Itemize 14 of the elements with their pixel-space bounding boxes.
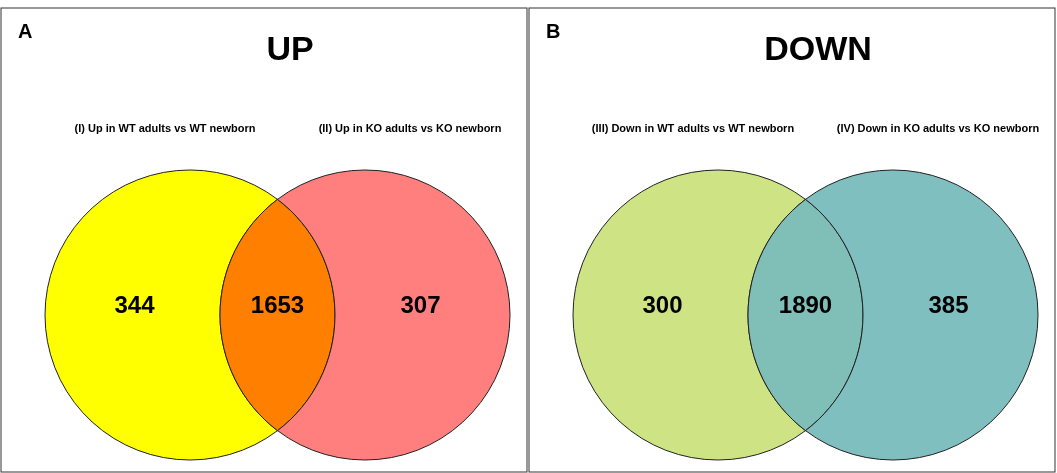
data-label: 307 xyxy=(400,291,441,318)
data-label: 344 xyxy=(114,291,156,318)
text: B xyxy=(546,20,561,42)
text: UP xyxy=(266,29,314,67)
data-label: 300 xyxy=(642,291,683,318)
data-label: 385 xyxy=(928,291,969,318)
text: A xyxy=(18,20,33,42)
text: (I) Up in WT adults vs WT newborn xyxy=(74,122,256,134)
text: DOWN xyxy=(764,29,872,67)
text: (II) Up in KO adults vs KO newborn xyxy=(318,122,502,134)
text: (IV) Down in KO adults vs KO newborn xyxy=(836,122,1040,134)
data-label: 1653 xyxy=(250,291,305,318)
text: (III) Down in WT adults vs WT newborn xyxy=(591,122,795,134)
data-label: 1890 xyxy=(778,291,833,318)
